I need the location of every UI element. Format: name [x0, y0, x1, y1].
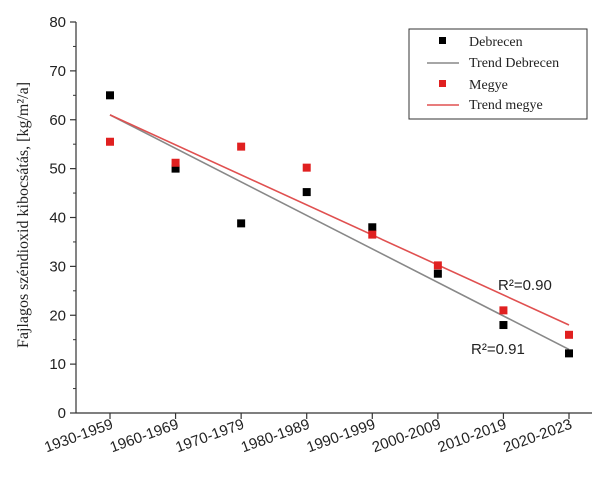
legend-label-megye: Megye — [469, 78, 508, 93]
data-point-1 — [302, 163, 311, 172]
data-point-1 — [171, 158, 180, 167]
data-point-0 — [433, 269, 442, 278]
legend-label-trend-megye: Trend megye — [469, 98, 543, 113]
data-point-0 — [106, 91, 114, 100]
x-tick-label: 2020-2023 — [501, 416, 574, 457]
y-tick-label: 40 — [49, 210, 66, 227]
data-point-0 — [237, 219, 246, 228]
data-point-1 — [237, 142, 246, 151]
legend-marker-megye — [439, 80, 446, 87]
data-point-0 — [565, 349, 573, 358]
data-point-1 — [433, 261, 442, 270]
data-point-0 — [368, 223, 377, 232]
y-ticks: 0 10 20 30 40 50 60 70 80 — [49, 14, 76, 422]
data-point-1 — [368, 230, 377, 239]
legend: Debrecen Trend Debrecen Megye Trend megy… — [408, 28, 588, 120]
x-tick-label: 1980-1989 — [239, 416, 312, 457]
legend-marker-debrecen — [439, 37, 446, 44]
data-markers — [106, 91, 573, 358]
y-tick-label: 20 — [49, 307, 66, 324]
r2-label-megye: R²=0.90 — [498, 277, 552, 294]
legend-label-debrecen: Debrecen — [469, 35, 523, 50]
x-tick-label: 1970-1979 — [173, 416, 246, 457]
data-point-0 — [499, 321, 508, 330]
r2-label-debrecen: R²=0.91 — [471, 341, 525, 358]
x-tick-label: 1960-1969 — [108, 416, 181, 457]
r2-labels: R²=0.90 R²=0.91 — [471, 277, 552, 358]
y-tick-label: 30 — [49, 258, 66, 275]
y-axis-title: Fajlagos széndioxid kibocsátás, [kg/m²/a… — [15, 82, 32, 348]
x-ticks: 1930-19591960-19691970-19791980-19891990… — [42, 413, 574, 456]
data-point-0 — [302, 188, 311, 197]
y-tick-label: 60 — [49, 112, 66, 129]
data-point-1 — [565, 330, 573, 339]
legend-box — [408, 28, 588, 120]
x-tick-label: 2010-2019 — [436, 416, 509, 457]
x-tick-label: 1930-1959 — [42, 416, 115, 457]
y-tick-label: 0 — [58, 405, 66, 422]
x-tick-label: 1990-1999 — [304, 416, 377, 457]
x-tick-label: 2000-2009 — [370, 416, 443, 457]
data-point-1 — [499, 306, 508, 315]
y-tick-label: 80 — [49, 14, 66, 31]
trend-line-1 — [109, 114, 570, 326]
data-point-1 — [106, 137, 114, 146]
trend-line-0 — [109, 114, 570, 351]
legend-label-trend-debrecen: Trend Debrecen — [469, 56, 559, 71]
trend-lines — [109, 114, 570, 351]
data-point-0 — [171, 164, 180, 173]
y-tick-label: 10 — [49, 356, 66, 373]
y-tick-label: 70 — [49, 63, 66, 80]
y-tick-label: 50 — [49, 161, 66, 178]
